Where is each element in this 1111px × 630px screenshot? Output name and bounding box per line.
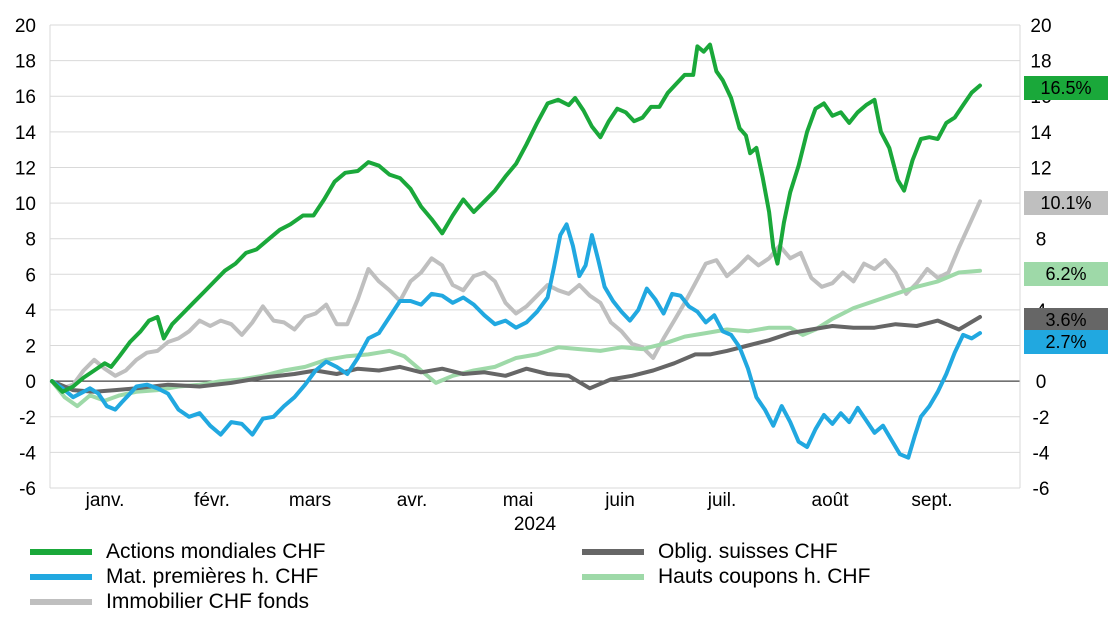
x-axis: janv. févr. mars avr. mai juin juil. août sept. 2… <box>85 490 953 535</box>
x-tick-6: juil. <box>707 490 737 511</box>
end-label-box-0 <box>1024 76 1108 100</box>
y-tick-left-20: 20 <box>15 16 36 37</box>
end-label-box-2 <box>1024 330 1108 354</box>
series-line-4 <box>50 199 982 391</box>
series-line-2 <box>50 222 982 460</box>
y-tick-right-12: 12 <box>1030 158 1051 179</box>
y-tick-left-16: 16 <box>15 87 36 108</box>
x-tick-2: mars <box>289 490 331 511</box>
x-tick-8: sept. <box>911 490 952 511</box>
y-tick-left-10: 10 <box>15 194 36 215</box>
y-tick-right-18: 18 <box>1030 52 1051 73</box>
y-tick-right--4: -4 <box>1033 443 1050 464</box>
y-tick-right--6: -6 <box>1033 479 1050 500</box>
x-tick-3: avr. <box>397 490 428 511</box>
end-label-box-3 <box>1024 262 1108 286</box>
plot-frame <box>49 25 1021 488</box>
y-tick-left-4: 4 <box>25 301 36 322</box>
y-tick-right-14: 14 <box>1030 123 1052 144</box>
y-tick-left-12: 12 <box>15 158 36 179</box>
y-tick-right-0: 0 <box>1036 372 1047 393</box>
y-tick-left-2: 2 <box>25 337 36 358</box>
y-tick-right--2: -2 <box>1033 408 1050 429</box>
y-tick-left-0: 0 <box>25 372 36 393</box>
x-tick-4: mai <box>503 490 534 511</box>
end-label-box-4 <box>1024 191 1108 215</box>
x-tick-0: janv. <box>85 490 125 511</box>
end-value-labels: 16.5% 10.1% 6.2% 3.6%2.7% <box>1024 76 1108 354</box>
end-label-0: 16.5% <box>1040 78 1091 98</box>
end-label-3: 6.2% <box>1045 264 1086 284</box>
series-line-1 <box>50 315 982 394</box>
y-tick-left-8: 8 <box>25 230 36 251</box>
y-tick-left-18: 18 <box>15 52 36 73</box>
x-tick-7: août <box>812 490 850 511</box>
y-tick-right-20: 20 <box>1030 16 1051 37</box>
end-label-2: 2.7% <box>1045 332 1086 352</box>
grid-lines <box>50 24 1020 489</box>
y-tick-left-14: 14 <box>15 123 37 144</box>
x-year-label: 2024 <box>514 514 557 535</box>
series-lines <box>50 42 982 460</box>
y-tick-left-6: 6 <box>25 265 36 286</box>
y-tick-left--4: -4 <box>19 443 36 464</box>
series-line-0 <box>50 42 982 394</box>
x-tick-5: juin <box>604 490 635 511</box>
y-tick-right-8: 8 <box>1036 230 1047 251</box>
y-tick-left--2: -2 <box>19 408 36 429</box>
y-tick-left--6: -6 <box>19 479 36 500</box>
end-label-box-1 <box>1024 308 1108 332</box>
x-tick-1: févr. <box>194 490 230 511</box>
end-label-1: 3.6% <box>1045 310 1086 330</box>
end-label-4: 10.1% <box>1040 193 1091 213</box>
